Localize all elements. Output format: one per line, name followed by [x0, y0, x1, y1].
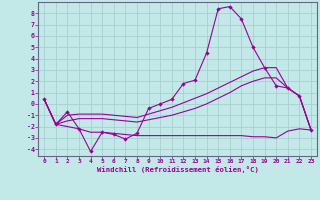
X-axis label: Windchill (Refroidissement éolien,°C): Windchill (Refroidissement éolien,°C) — [97, 166, 259, 173]
